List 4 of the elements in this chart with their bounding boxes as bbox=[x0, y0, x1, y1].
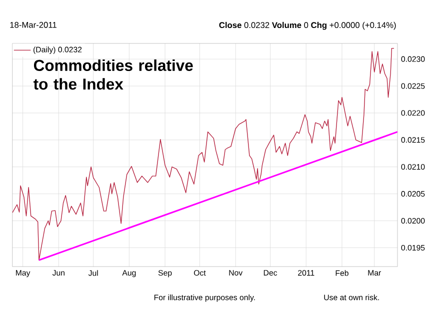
annotation: Commodities relative to the Index bbox=[34, 59, 193, 90]
text: Close 0.0232 Volume 0 Chg +0.0000 (+0.14%) bbox=[219, 22, 396, 30]
line-series bbox=[12, 48, 394, 260]
text: 18-Mar-2011 bbox=[10, 22, 56, 28]
